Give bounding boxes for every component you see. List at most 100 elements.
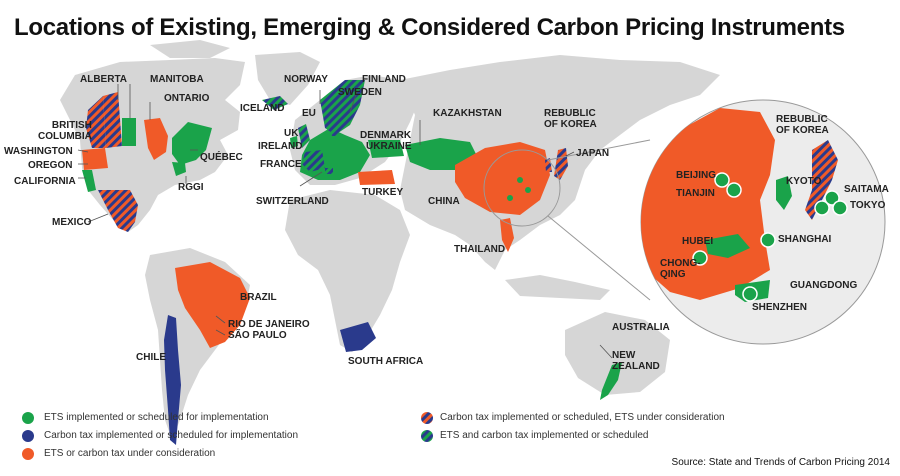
legend-item-carbon-tax: Carbon tax implemented or scheduled for … [44, 430, 299, 441]
legend-swatch-carbon-tax [22, 430, 34, 442]
zoom-korea-region [776, 176, 792, 210]
label-new-zealand: NEW ZEALAND [612, 350, 660, 372]
legend-item-under-consideration: ETS or carbon tax under consideration [44, 448, 216, 459]
label-korea-big: REBUBLIC OF KOREA [776, 114, 829, 136]
label-ontario: ONTARIO [164, 93, 210, 104]
label-switzerland: SWITZERLAND [256, 196, 329, 207]
label-tianjin: TIANJIN [676, 188, 715, 199]
zoom-shenzhen-dot [742, 286, 758, 302]
label-norway: NORWAY [284, 74, 328, 85]
zoom-tianjin-dot [726, 182, 742, 198]
nordics-region [320, 80, 365, 135]
label-sao-paulo: SÃO PAULO [228, 330, 287, 341]
label-rio: RIO DE JANEIRO [228, 319, 310, 330]
label-rggi: RGGI [178, 182, 204, 193]
label-shanghai: SHANGHAI [778, 234, 832, 245]
africa-landmass [285, 190, 410, 352]
greenland-landmass [255, 52, 320, 105]
southeast-asia-islands [505, 275, 610, 300]
zoom-japan-region [805, 140, 838, 220]
label-saitama: SAITAMA [844, 184, 889, 195]
mexico-region [98, 190, 138, 232]
label-korea-small: REBUBLIC OF KOREA [544, 108, 597, 130]
label-france: FRANCE [260, 159, 302, 170]
label-oregon: OREGON [28, 160, 73, 171]
label-eu: EU [302, 108, 316, 119]
zoom-beijing-dot [714, 172, 730, 188]
switzerland-region [325, 168, 333, 174]
legend-swatch-tax-ets-consid [421, 412, 433, 424]
label-finland: FINLAND [362, 74, 406, 85]
zoom-source-circle [483, 149, 561, 227]
legend-item-ets-and-tax: ETS and carbon tax implemented or schedu… [440, 430, 649, 441]
quebec-region [172, 122, 212, 165]
ontario-region [144, 118, 168, 160]
kazakhstan-region [405, 138, 478, 170]
british-columbia-region [86, 96, 106, 148]
label-shenzhen: SHENZHEN [752, 302, 808, 313]
map-title: Locations of Existing, Emerging & Consid… [14, 14, 845, 41]
china-small-dot [517, 177, 523, 183]
zoom-shanghai-dot [760, 232, 776, 248]
japan-small-region [554, 148, 568, 180]
label-turkey: TURKEY [362, 187, 404, 198]
turkey-region [358, 170, 395, 185]
legend-swatch-ets-and-tax [421, 430, 433, 442]
label-sweden: SWEDEN [338, 87, 382, 98]
south-africa-region [340, 322, 376, 352]
label-uk: UK [284, 128, 299, 139]
manitoba-region [122, 118, 136, 146]
thailand-region [500, 218, 514, 252]
source-note: Source: State and Trends of Carbon Prici… [671, 457, 890, 468]
zoom-hubei-region [705, 234, 750, 258]
label-quebec: QUÉBEC [200, 152, 243, 163]
label-kyoto: KYOTO [786, 176, 822, 187]
legend-swatch-ets [22, 412, 34, 424]
uk-region [298, 124, 310, 148]
legend-item-tax-ets-consid: Carbon tax implemented or scheduled, ETS… [440, 412, 725, 423]
label-brazil: BRAZIL [240, 292, 277, 303]
label-ukraine: UKRAINE [366, 141, 412, 152]
chile-region [164, 315, 181, 445]
china-small-dot [507, 195, 513, 201]
zoom-china-region [641, 108, 775, 300]
ukraine-region [368, 140, 404, 158]
label-guangdong: GUANGDONG [790, 280, 858, 291]
label-kazakhstan: KAZAKHSTAN [433, 108, 502, 119]
label-beijing: BEIJING [676, 170, 717, 181]
label-thailand: THAILAND [454, 244, 506, 255]
label-california: CALIFORNIA [14, 176, 76, 187]
label-hubei: HUBEI [682, 236, 714, 247]
label-south-africa: SOUTH AFRICA [348, 356, 424, 367]
ireland-region [290, 136, 298, 148]
label-manitoba: MANITOBA [150, 74, 204, 85]
zoom-tokyo-dot [832, 200, 848, 216]
label-alberta: ALBERTA [80, 74, 128, 85]
alberta-region [103, 92, 122, 148]
korea-small-region [545, 158, 552, 172]
label-japan: JAPAN [576, 148, 610, 159]
label-chile: CHILE [136, 352, 166, 363]
label-washington: WASHINGTON [4, 146, 73, 157]
label-tokyo: TOKYO [850, 200, 886, 211]
zoom-kyoto-dot [814, 200, 830, 216]
rggi-region [172, 162, 186, 176]
denmark-region [330, 126, 338, 136]
label-iceland: ICELAND [240, 103, 285, 114]
china-small-dot [525, 187, 531, 193]
zoom-chongqing-dot [692, 250, 708, 266]
washington-oregon-region [82, 148, 108, 170]
australia-landmass [565, 312, 670, 395]
new-zealand-region [600, 362, 622, 400]
france-region [302, 150, 325, 172]
label-ireland: IRELAND [258, 141, 303, 152]
label-denmark: DENMARK [360, 130, 412, 141]
zoom-connector [547, 139, 651, 161]
legend-item-ets: ETS implemented or scheduled for impleme… [44, 412, 269, 423]
iceland-region [262, 96, 288, 110]
zoom-connector [547, 215, 651, 301]
label-australia: AUSTRALIA [612, 322, 670, 333]
california-region [82, 170, 96, 192]
legend-swatch-under-consideration [22, 448, 34, 460]
label-china: CHINA [428, 196, 460, 207]
